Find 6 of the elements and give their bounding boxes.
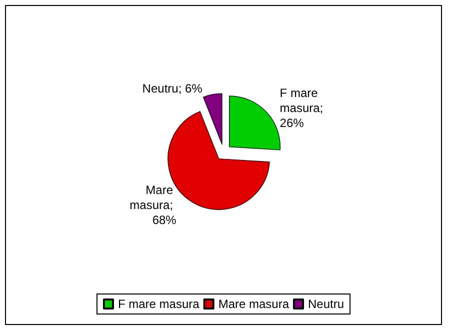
data-label: F mare masura; 26% xyxy=(280,86,326,130)
data-label: Neutru; 6% xyxy=(142,82,203,96)
data-label: Mare masura; 68% xyxy=(130,182,177,227)
legend-label: Neutru xyxy=(308,297,344,311)
legend-label: F mare masura xyxy=(118,297,200,311)
legend-label: Mare masura xyxy=(218,297,290,311)
